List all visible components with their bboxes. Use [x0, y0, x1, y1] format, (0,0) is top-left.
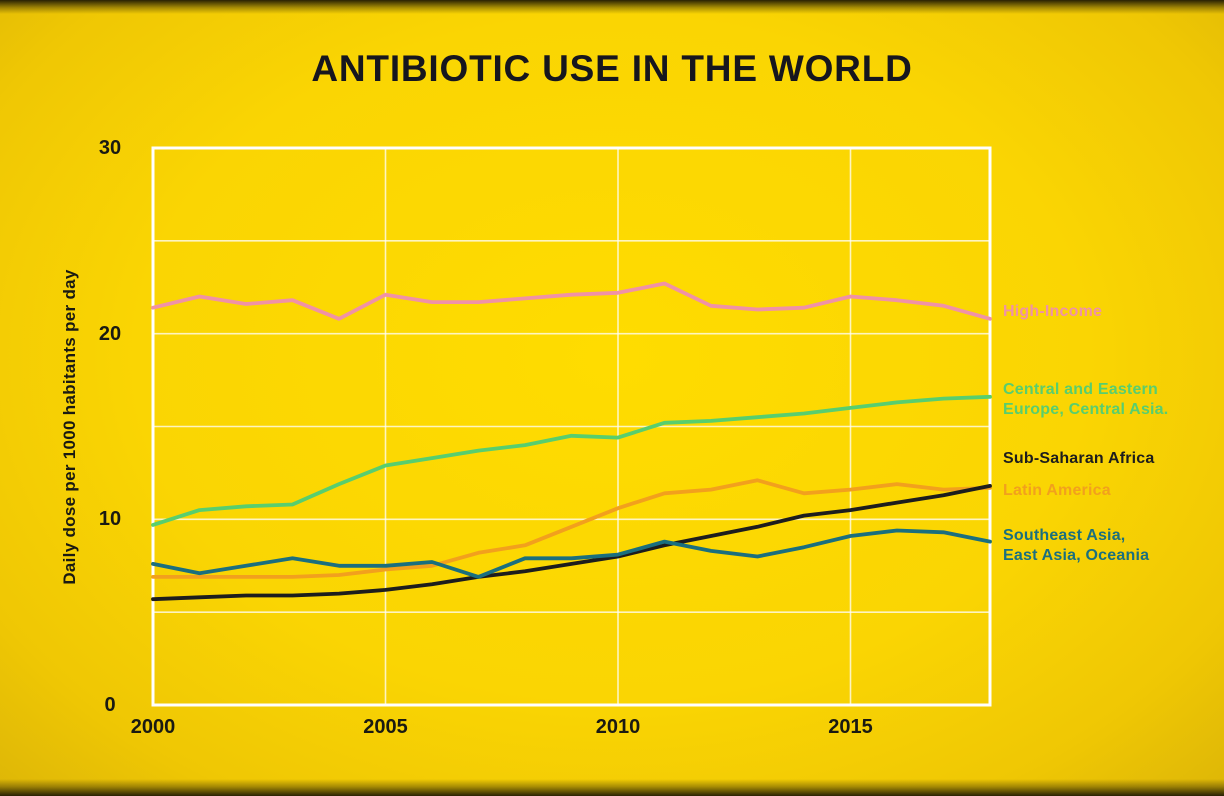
x-tick-2005: 2005: [363, 716, 408, 738]
y-axis-title: Daily dose per 1000 habitants per day: [60, 269, 79, 585]
series-line-central-eastern-europe-central-asia: [151, 394, 992, 527]
y-tick-30: 30: [98, 137, 122, 159]
series-line-high-income: [151, 281, 992, 321]
y-tick-20: 20: [98, 322, 122, 345]
series-line-sub-saharan-africa: [151, 483, 992, 602]
x-tick-2010: 2010: [595, 716, 641, 738]
legend-label-southeast-asia-east-asia-oceania: Southeast Asia, East Asia, Oceania: [1003, 527, 1150, 564]
y-tick-0: 0: [104, 694, 116, 716]
y-tick-10: 10: [98, 508, 122, 531]
plot-border: [151, 146, 992, 707]
legend-label-sub-saharan-africa: Sub-Saharan Africa: [1003, 450, 1155, 467]
chart-title: ANTIBIOTIC USE IN THE WORLD: [311, 48, 913, 89]
x-tick-2000: 2000: [130, 716, 176, 738]
series-line-latin-america: [151, 478, 992, 579]
legend-label-latin-america: Latin America: [1003, 482, 1111, 499]
series-line-southeast-asia-east-asia-oceania: [151, 528, 992, 579]
legend-label-central-eastern-europe-central-asia: Central and Eastern Europe, Central Asia…: [1003, 381, 1169, 418]
x-tick-2015: 2015: [828, 716, 873, 738]
legend-label-high-income: High-Income: [1003, 303, 1103, 320]
